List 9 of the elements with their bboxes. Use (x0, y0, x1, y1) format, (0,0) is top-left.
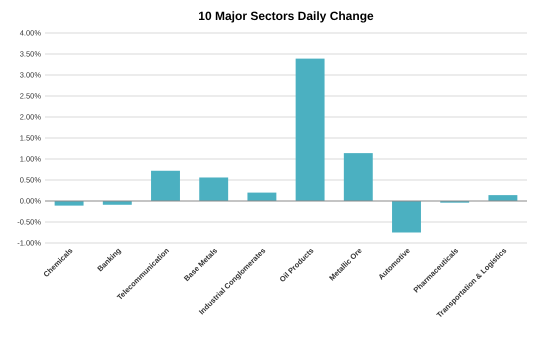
chart-title: 10 Major Sectors Daily Change (198, 9, 374, 23)
bar (151, 170, 180, 201)
bar (102, 201, 132, 205)
bar (344, 153, 373, 201)
bar (199, 177, 228, 201)
bar (488, 195, 518, 201)
bar (296, 58, 325, 201)
bar (392, 201, 421, 232)
bar (247, 192, 276, 201)
